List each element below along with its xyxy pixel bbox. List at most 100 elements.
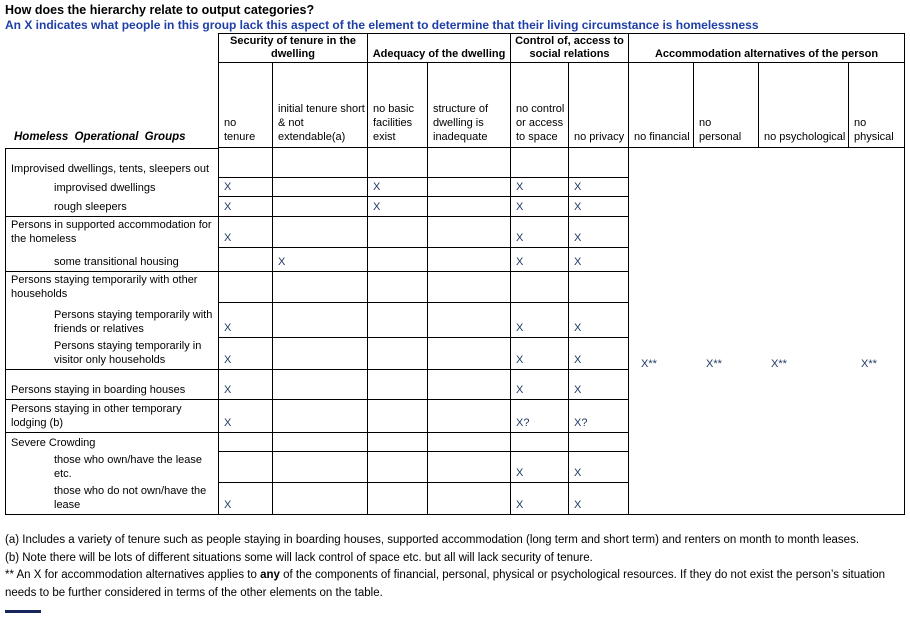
hierarchy-table: Security of tenure in the dwelling Adequ… bbox=[5, 33, 905, 515]
row-label: Improvised dwellings, tents, sleepers ou… bbox=[5, 148, 218, 178]
empty-cell bbox=[272, 400, 367, 433]
empty-cell bbox=[427, 197, 510, 217]
mark-cell: X bbox=[510, 370, 568, 400]
empty-cell bbox=[367, 217, 427, 248]
footnotes: (a) Includes a variety of tenure such as… bbox=[5, 532, 904, 602]
empty-cell bbox=[427, 217, 510, 248]
empty-cell bbox=[367, 148, 427, 178]
empty-cell bbox=[367, 433, 427, 452]
mark-cell: X bbox=[272, 248, 367, 272]
empty-cell bbox=[218, 452, 272, 483]
empty-cell bbox=[427, 303, 510, 338]
empty-cell bbox=[272, 370, 367, 400]
mark-cell: X bbox=[568, 338, 628, 370]
row-label: Persons in supported accommodation for t… bbox=[5, 217, 218, 248]
group-header-control-access: Control of, access to social relations bbox=[510, 33, 628, 63]
row-label: Persons staying in other temporary lodgi… bbox=[5, 400, 218, 433]
empty-cell bbox=[427, 248, 510, 272]
mark-cell: X bbox=[510, 452, 568, 483]
column-header-no-personal: no personal bbox=[693, 63, 758, 148]
mark-cell: X bbox=[568, 483, 628, 515]
table-row: rough sleepers X X X X bbox=[5, 197, 628, 217]
table-row: Persons staying in other temporary lodgi… bbox=[5, 400, 628, 433]
empty-cell bbox=[272, 272, 367, 303]
empty-cell bbox=[568, 148, 628, 178]
accommodation-mark: X** bbox=[641, 358, 657, 370]
mark-cell: X bbox=[510, 197, 568, 217]
accommodation-mark: X** bbox=[706, 358, 722, 370]
mark-cell: X bbox=[218, 338, 272, 370]
mark-cell: X? bbox=[510, 400, 568, 433]
mark-cell: X bbox=[218, 400, 272, 433]
mark-cell: X bbox=[568, 197, 628, 217]
empty-cell bbox=[427, 370, 510, 400]
table-body: Improvised dwellings, tents, sleepers ou… bbox=[5, 148, 628, 515]
footnote-b: (b) Note there will be lots of different… bbox=[5, 551, 593, 564]
table-row: improvised dwellings X X X X bbox=[5, 178, 628, 197]
empty-cell bbox=[367, 400, 427, 433]
mark-cell: X bbox=[367, 178, 427, 197]
cutoff-text-fragment bbox=[5, 610, 41, 613]
mark-cell: X bbox=[568, 370, 628, 400]
table-row: Persons staying in boarding houses X X X bbox=[5, 370, 628, 400]
column-header-no-privacy: no privacy bbox=[568, 63, 628, 148]
mark-cell: X bbox=[367, 197, 427, 217]
empty-cell bbox=[367, 248, 427, 272]
empty-cell bbox=[218, 272, 272, 303]
column-header-initial-tenure: initial tenure short & not extendable(a) bbox=[272, 63, 367, 148]
row-label: Persons staying temporarily in visitor o… bbox=[5, 338, 218, 370]
empty-cell bbox=[272, 338, 367, 370]
column-header-no-financial: no financial bbox=[628, 63, 693, 148]
row-label: Persons staying in boarding houses bbox=[5, 370, 218, 400]
empty-cell bbox=[510, 148, 568, 178]
page-title: How does the hierarchy relate to output … bbox=[5, 3, 315, 17]
mark-cell: X bbox=[568, 217, 628, 248]
row-label: those who own/have the lease etc. bbox=[5, 452, 218, 483]
row-label: Persons staying temporarily with friends… bbox=[5, 303, 218, 338]
empty-cell bbox=[272, 178, 367, 197]
empty-cell bbox=[568, 433, 628, 452]
group-header-security-of-tenure: Security of tenure in the dwelling bbox=[218, 33, 367, 63]
empty-cell bbox=[427, 452, 510, 483]
empty-cell bbox=[272, 303, 367, 338]
accommodation-mark: X** bbox=[771, 358, 787, 370]
row-label: Severe Crowding bbox=[5, 433, 218, 452]
empty-cell bbox=[510, 272, 568, 303]
table-row: Severe Crowding bbox=[5, 433, 628, 452]
footnote-a: (a) Includes a variety of tenure such as… bbox=[5, 534, 860, 546]
empty-cell bbox=[427, 483, 510, 515]
mark-cell: X bbox=[510, 483, 568, 515]
mark-cell: X bbox=[568, 248, 628, 272]
mark-cell: X bbox=[510, 248, 568, 272]
empty-cell bbox=[427, 400, 510, 433]
empty-cell bbox=[427, 178, 510, 197]
mark-cell: X bbox=[510, 217, 568, 248]
empty-cell bbox=[272, 452, 367, 483]
table-row: those who do not own/have the lease X X X bbox=[5, 483, 628, 515]
group-header-accommodation-alternatives: Accommodation alternatives of the person bbox=[628, 33, 905, 63]
accommodation-mark: X** bbox=[861, 358, 877, 370]
mark-cell: X bbox=[218, 178, 272, 197]
row-label: some transitional housing bbox=[5, 248, 218, 272]
row-label: Persons staying temporarily with other h… bbox=[5, 272, 218, 303]
empty-cell bbox=[510, 433, 568, 452]
column-header-no-psychological: no psychological bbox=[758, 63, 848, 148]
table-row: Persons staying temporarily in visitor o… bbox=[5, 338, 628, 370]
row-header-title: Homeless Operational Groups bbox=[14, 131, 186, 143]
empty-cell bbox=[427, 433, 510, 452]
accommodation-merged-cell: X** X** X** X** bbox=[628, 148, 905, 515]
column-header-no-basic-facilities: no basic facilities exist bbox=[367, 63, 427, 148]
mark-cell: X bbox=[568, 178, 628, 197]
empty-cell bbox=[218, 433, 272, 452]
footnote-double-asterisk: ** An X for accommodation alternatives a… bbox=[5, 569, 886, 599]
table-row: some transitional housing X X X bbox=[5, 248, 628, 272]
empty-cell bbox=[272, 483, 367, 515]
page-subtitle: An X indicates what people in this group… bbox=[5, 18, 759, 32]
table-row: Improvised dwellings, tents, sleepers ou… bbox=[5, 148, 628, 178]
empty-cell bbox=[218, 148, 272, 178]
empty-cell bbox=[272, 217, 367, 248]
table-row: Persons staying temporarily with friends… bbox=[5, 303, 628, 338]
mark-cell: X? bbox=[568, 400, 628, 433]
mark-cell: X bbox=[568, 303, 628, 338]
